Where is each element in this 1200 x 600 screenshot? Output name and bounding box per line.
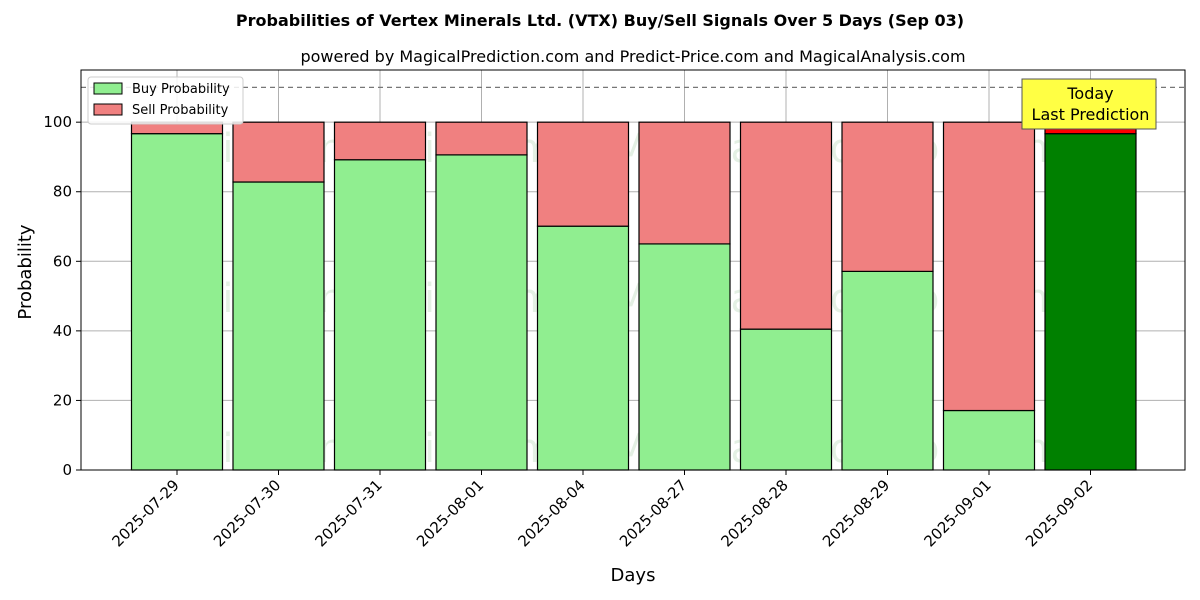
legend-swatch <box>93 103 123 116</box>
x-tick-label: 2025-07-31 <box>311 476 385 550</box>
bars-layer <box>130 121 1137 471</box>
bar-sell <box>739 121 833 330</box>
bar-sell <box>232 121 325 183</box>
x-tick-label: 2025-07-29 <box>108 476 182 550</box>
legend-frame <box>87 76 244 125</box>
bar-buy <box>942 409 1036 471</box>
bar-sell <box>435 121 528 156</box>
y-tick-label: 60 <box>53 252 72 270</box>
x-tick-label: 2025-07-30 <box>210 476 284 550</box>
annotation-line1: Today <box>1066 84 1113 103</box>
x-tick-label: 2025-09-01 <box>920 476 994 550</box>
bar-sell <box>536 121 630 227</box>
legend-label: Sell Probability <box>132 103 229 118</box>
bar-buy <box>130 133 224 471</box>
chart-subtitle: powered by MagicalPrediction.com and Pre… <box>300 47 965 66</box>
y-axis-label: Probability <box>15 224 36 319</box>
bar-buy <box>841 270 934 471</box>
y-tick-label: 40 <box>53 322 72 340</box>
x-tick-label: 2025-08-04 <box>514 476 588 550</box>
x-tick-label: 2025-08-29 <box>819 476 893 550</box>
bar-sell <box>333 121 427 161</box>
legend-swatch <box>93 82 123 95</box>
bar-buy <box>739 328 833 471</box>
bar-buy <box>232 181 325 471</box>
x-axis-label: Days <box>611 565 656 586</box>
bar-buy <box>1044 133 1137 471</box>
plot-frame <box>80 69 1186 471</box>
bar-buy <box>638 243 731 471</box>
bar-sell <box>638 121 731 245</box>
x-tick-label: 2025-09-02 <box>1022 476 1096 550</box>
y-tick-label: 80 <box>53 183 72 201</box>
annotation-box: Today Last Prediction <box>1021 78 1157 130</box>
bar-buy <box>435 154 528 471</box>
y-tick-label: 0 <box>62 461 72 479</box>
bar-sell <box>942 121 1036 412</box>
bar-sell <box>841 121 934 272</box>
annotation-line2: Last Prediction <box>1032 105 1150 124</box>
x-tick-label: 2025-08-27 <box>616 476 690 550</box>
legend-label: Buy Probability <box>132 82 230 97</box>
y-tick-label: 20 <box>53 391 72 409</box>
x-tick-label: 2025-08-01 <box>413 476 487 550</box>
legend: Buy Probability Sell Probability <box>87 76 244 125</box>
x-tick-label: 2025-08-28 <box>717 476 791 550</box>
bar-buy <box>333 159 427 471</box>
bar-buy <box>536 225 630 471</box>
y-tick-label: 100 <box>43 113 72 131</box>
chart-title: Probabilities of Vertex Minerals Ltd. (V… <box>236 11 964 30</box>
annotation-background <box>1021 78 1157 130</box>
